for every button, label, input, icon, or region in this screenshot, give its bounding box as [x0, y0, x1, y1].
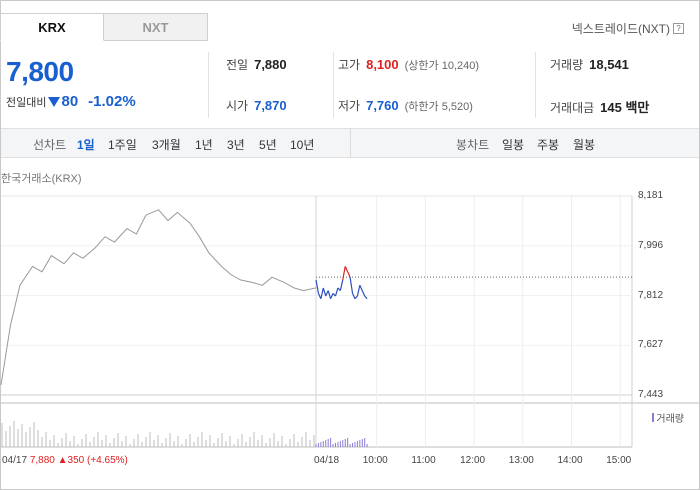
current-price: 7,800 [6, 56, 74, 87]
stat-value: 7,880 [254, 57, 287, 72]
today-line-segment [330, 293, 334, 299]
period-bar: 선차트 1일 1주일 3개월 1년 3년 5년 10년 봉차트 일봉 주봉 월봉 [1, 128, 699, 158]
stat-value: 7,760 [366, 98, 399, 113]
down-arrow-icon [48, 96, 61, 107]
today-line-segment [315, 279, 320, 294]
prev-day-date: 04/17 [2, 455, 28, 466]
change-percent: -1.02% [88, 93, 136, 110]
y-tick-label: 7,627 [638, 339, 664, 351]
prev-day-change: 350 [67, 455, 85, 466]
x-tick-label: 15:00 [606, 455, 632, 466]
period-1y[interactable]: 1년 [195, 138, 213, 152]
today-line-segment [356, 285, 361, 297]
x-tick-label: 13:00 [508, 455, 534, 466]
volume-legend-label: 거래량 [656, 414, 684, 425]
y-tick-label: 8,181 [638, 190, 664, 201]
today-line-segment [364, 295, 368, 300]
stat-label: 전일 [226, 58, 249, 72]
period-3y[interactable]: 3년 [227, 138, 245, 152]
stat-open: 시가 7,870 [226, 97, 287, 114]
today-line-segment [325, 290, 329, 297]
divider [333, 52, 334, 118]
y-tick-label: 7,443 [638, 389, 664, 400]
divider [535, 52, 536, 118]
upper-limit: (상한가 10,240) [404, 60, 480, 72]
stat-amount: 거래대금 145 백만 [550, 97, 649, 116]
change-label: 전일대비 [6, 96, 47, 109]
today-line-segment [320, 287, 324, 299]
tab-krx[interactable]: KRX [0, 13, 104, 41]
today-line-segment [351, 293, 356, 299]
change-value: 80 [61, 93, 79, 110]
stat-label: 저가 [338, 99, 361, 113]
period-5y[interactable]: 5년 [259, 138, 277, 152]
today-line-segment [342, 266, 346, 280]
today-line-segment [359, 285, 363, 291]
today-line-segment [354, 295, 358, 300]
x-tick-label: 14:00 [557, 455, 583, 466]
chart-grid [1, 195, 699, 448]
today-line-segment [344, 266, 349, 273]
today-line-segment [339, 279, 344, 291]
nxt-link-label: 넥스트레이드(NXT) [571, 22, 670, 36]
candle-weekly[interactable]: 주봉 [537, 138, 560, 152]
divider [350, 129, 351, 157]
stat-low: 저가 7,760 (하한가 5,520) [338, 97, 473, 114]
y-tick-label: 7,812 [638, 289, 664, 301]
candle-monthly[interactable]: 월봉 [573, 138, 596, 152]
stat-high: 고가 8,100 (상한가 10,240) [338, 56, 479, 73]
stat-value: 18,541 [589, 57, 629, 72]
candle-chart-label: 봉차트 [456, 138, 490, 152]
nxt-help-link[interactable]: 넥스트레이드(NXT) ? [572, 20, 684, 37]
tab-nxt[interactable]: NXT [104, 13, 208, 41]
price-change: 전일대비 80 -1.02% [6, 93, 136, 110]
today-line-segment [361, 290, 366, 297]
y-tick-label: 7,996 [638, 239, 664, 251]
today-line-segment [334, 287, 339, 297]
volume-legend: 거래량 [652, 410, 684, 425]
price-lines [0, 209, 368, 386]
candle-daily[interactable]: 일봉 [502, 138, 525, 152]
today-line-segment [327, 290, 332, 299]
volume-swatch [652, 413, 655, 422]
stat-label: 거래대금 [550, 101, 595, 115]
period-1w[interactable]: 1주일 [108, 138, 137, 152]
x-tick-label: 12:00 [460, 455, 486, 466]
x-tick-label: 04/18 [314, 455, 340, 466]
help-icon[interactable]: ? [673, 23, 684, 34]
stat-label: 고가 [338, 58, 361, 72]
exchange-label: 한국거래소(KRX) [1, 173, 82, 185]
lower-limit: (하한가 5,520) [404, 101, 473, 113]
prev-day-change-pct: (+4.65%) [87, 455, 128, 466]
stat-prev-close: 전일 7,880 [226, 56, 287, 73]
prev-day-close: 7,880 [29, 455, 55, 466]
today-line-segment [347, 271, 351, 278]
stat-value: 8,100 [366, 57, 399, 72]
x-tick-label: 11:00 [411, 455, 436, 466]
divider [208, 52, 209, 118]
stat-volume: 거래량 18,541 [550, 56, 629, 73]
prev-day-summary: 04/17 7,880 ▲350 (+4.65%) [2, 455, 128, 466]
stat-value: 7,870 [254, 98, 287, 113]
volume-bars [1, 421, 368, 447]
period-3m[interactable]: 3개월 [152, 138, 181, 152]
stat-label: 거래량 [550, 58, 584, 72]
period-10y[interactable]: 10년 [290, 138, 315, 152]
exchange-tabs: KRX NXT [0, 13, 208, 41]
today-line-segment [349, 277, 354, 294]
stat-value: 145 백만 [600, 100, 650, 115]
period-1d[interactable]: 1일 [77, 138, 95, 152]
x-tick-label: 10:00 [362, 455, 388, 466]
stat-label: 시가 [226, 99, 249, 113]
prev-day-line [0, 209, 317, 386]
line-chart-label: 선차트 [33, 138, 67, 152]
today-line-segment [322, 287, 327, 297]
up-arrow-icon: ▲ [57, 455, 68, 466]
